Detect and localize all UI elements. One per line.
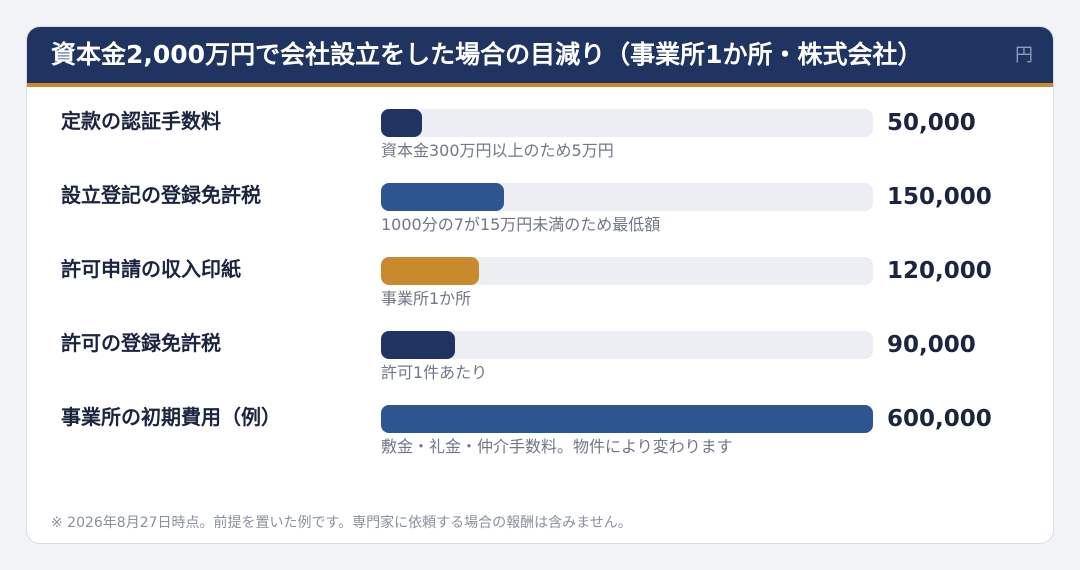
category-label: 許可の登録免許税 <box>61 331 221 355</box>
row-note: 許可1件あたり <box>381 363 488 382</box>
category-label: 定款の認証手数料 <box>61 109 221 133</box>
bar <box>381 331 455 359</box>
value-label: 150,000 <box>887 184 992 210</box>
chart-header: 資本金2,000万円で会社設立をした場合の目減り（事業所1か所・株式会社） 円 <box>27 27 1053 87</box>
category-label: 事業所の初期費用（例） <box>61 405 281 429</box>
chart-card: 資本金2,000万円で会社設立をした場合の目減り（事業所1か所・株式会社） 円 … <box>26 26 1054 544</box>
row-note: 1000分の7が15万円未満のため最低額 <box>381 215 661 234</box>
bar-track <box>381 183 873 211</box>
chart-title: 資本金2,000万円で会社設立をした場合の目減り（事業所1か所・株式会社） <box>51 40 923 69</box>
bar-track <box>381 257 873 285</box>
bar <box>381 405 873 433</box>
unit-label: 円 <box>1015 45 1033 66</box>
row-note: 敷金・礼金・仲介手数料。物件により変わります <box>381 437 733 456</box>
bar <box>381 257 480 285</box>
category-label: 設立登記の登録免許税 <box>61 183 261 207</box>
value-label: 90,000 <box>887 332 976 358</box>
bar <box>381 183 504 211</box>
bar-track <box>381 109 873 137</box>
bar-track <box>381 405 873 433</box>
bar <box>381 109 422 137</box>
bar-rows: 定款の認証手数料 50,000 資本金300万円以上のため5万円設立登記の登録免許税… <box>27 27 1053 543</box>
value-label: 120,000 <box>887 258 992 284</box>
value-label: 50,000 <box>887 110 976 136</box>
row-note: 事業所1か所 <box>381 289 472 308</box>
category-label: 許可申請の収入印紙 <box>61 257 241 281</box>
value-label: 600,000 <box>887 406 992 432</box>
footnote: ※ 2026年8月27日時点。前提を置いた例です。専門家に依頼する場合の報酬は含… <box>51 515 632 531</box>
bar-track <box>381 331 873 359</box>
row-note: 資本金300万円以上のため5万円 <box>381 141 614 160</box>
